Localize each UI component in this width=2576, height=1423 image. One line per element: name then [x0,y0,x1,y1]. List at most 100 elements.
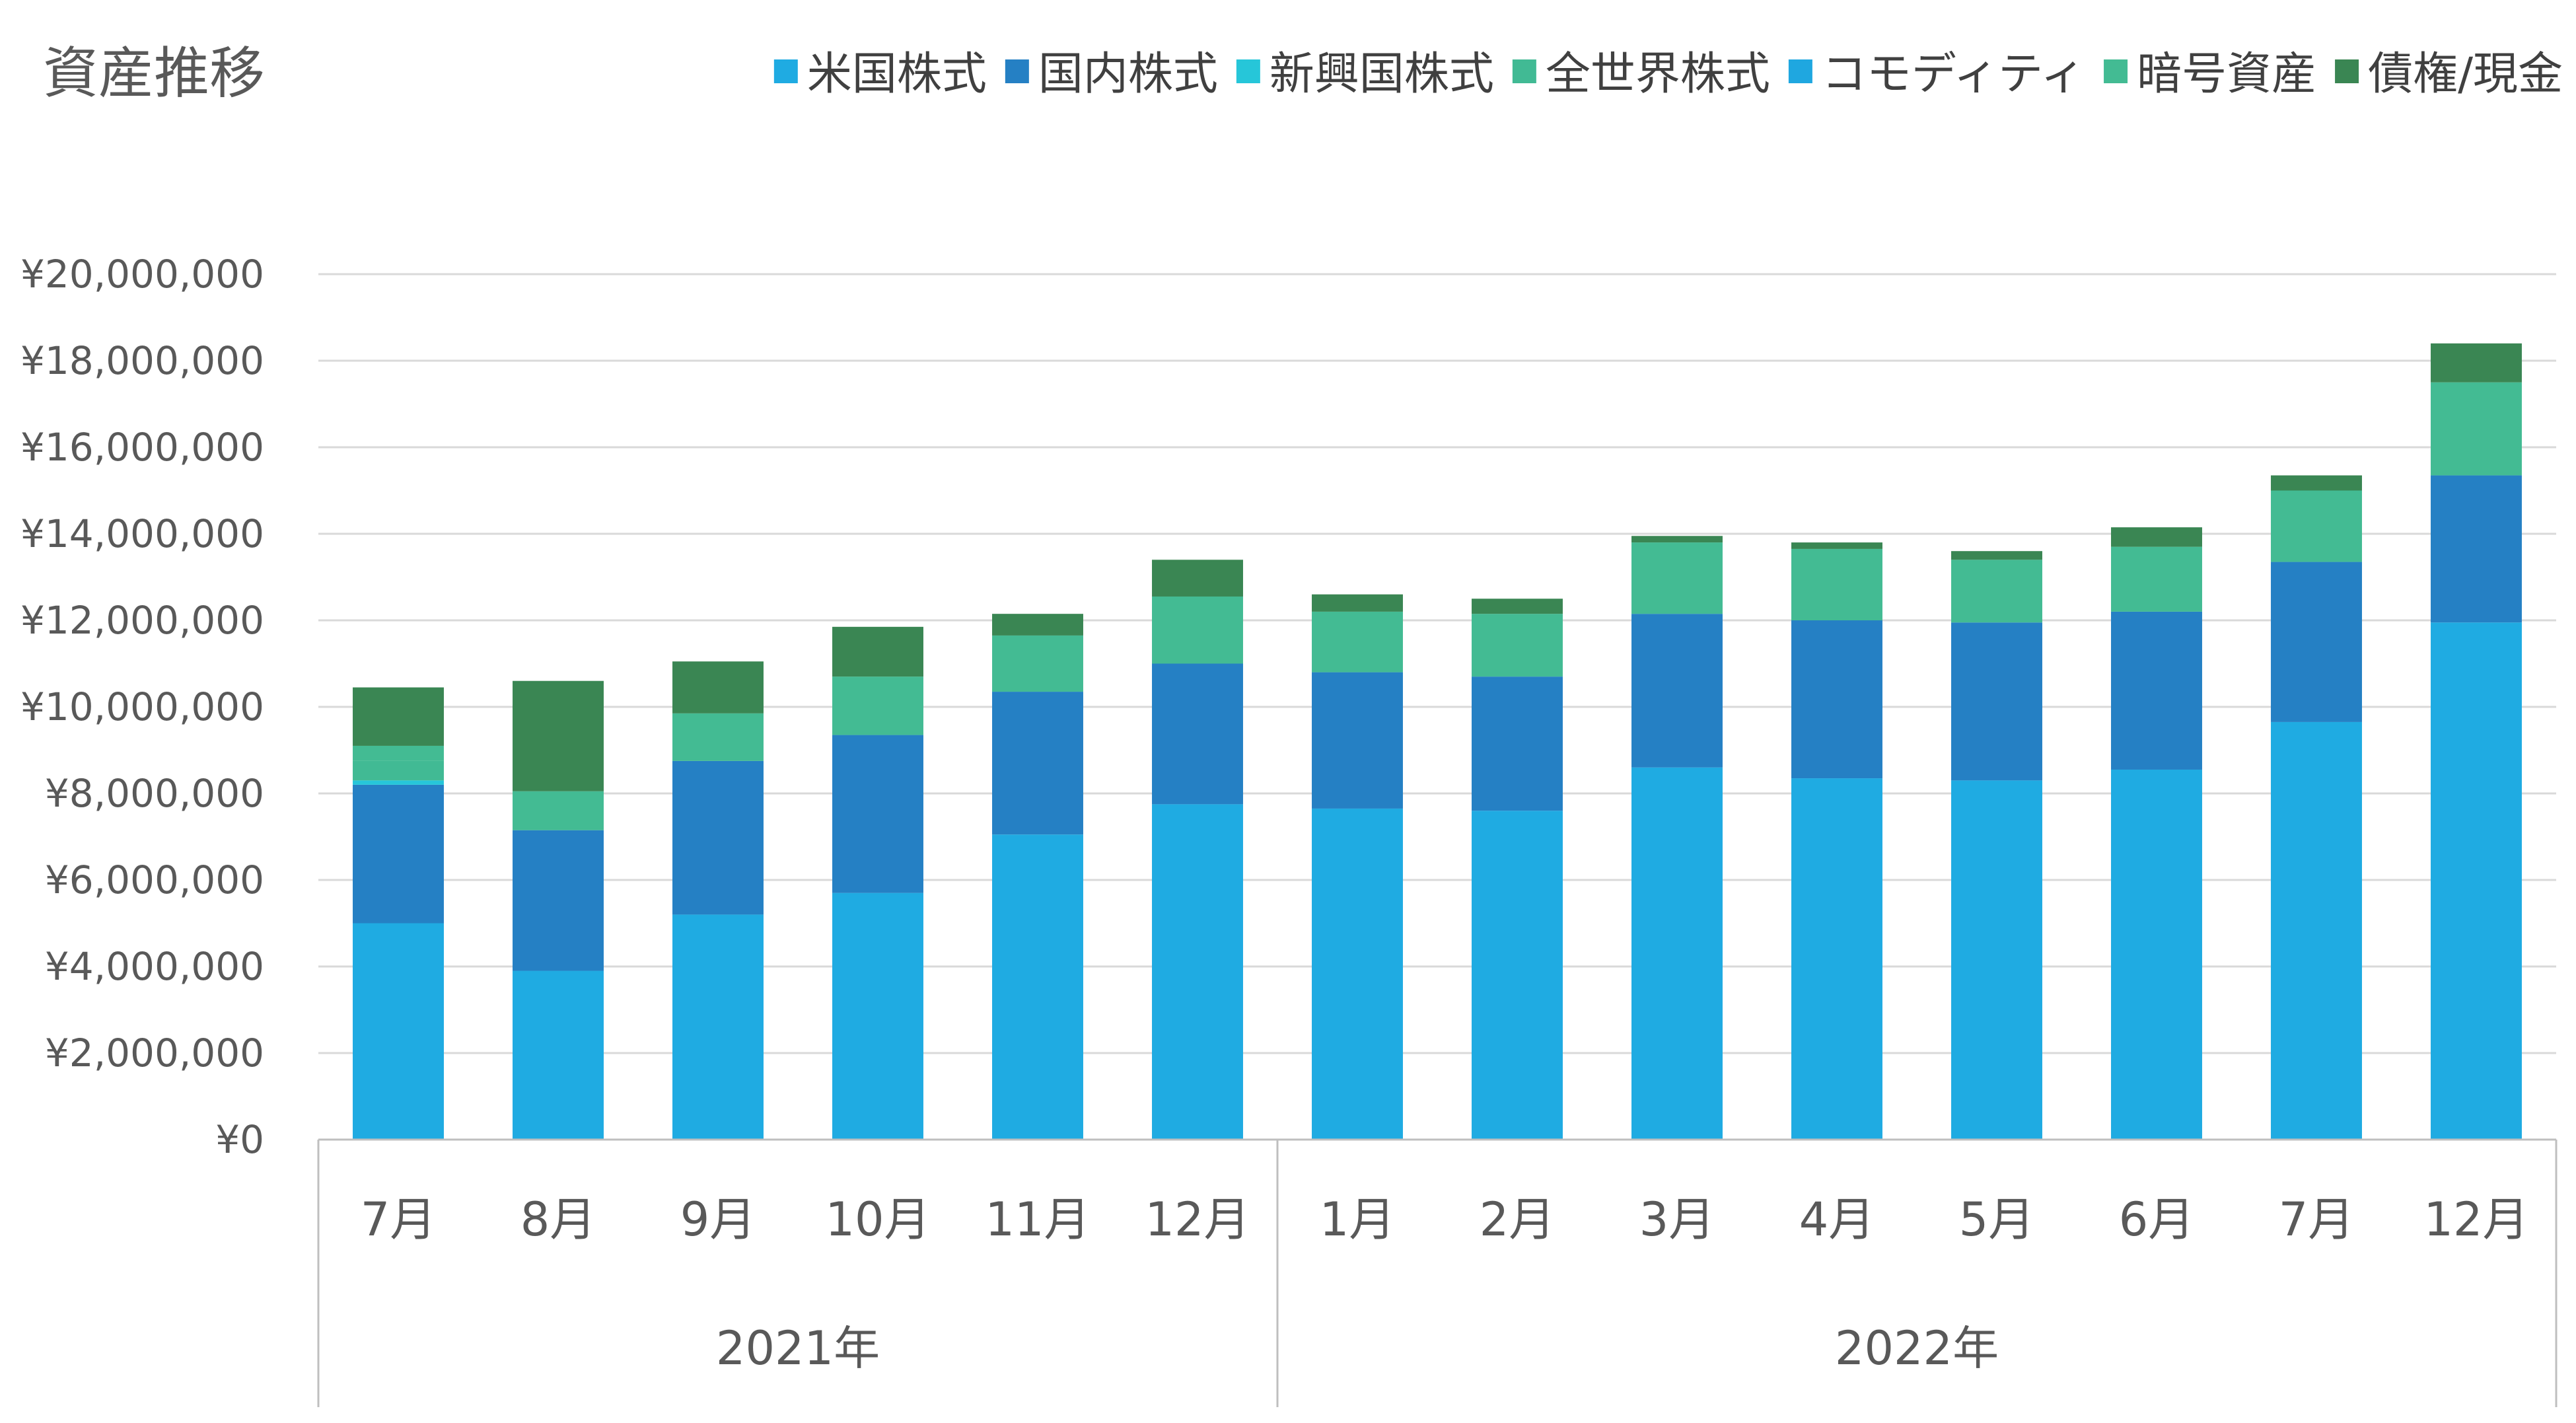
legend-item: コモディティ [1788,48,2085,100]
y-axis: ¥0 ¥2,000,000 ¥4,000,000 ¥6,000,000 ¥8,000,0… [20,252,264,1162]
x-tick-label: 2月 [1480,1192,1556,1247]
bar-segment [1631,767,1723,1140]
bar-segment [353,923,444,1140]
x-tick-label: 3月 [1639,1192,1715,1247]
bar-stack [832,626,923,1140]
x-tick-label: 10月 [825,1192,930,1247]
bar-segment [1631,536,1723,543]
bar-segment [832,735,923,893]
x-tick-label: 12月 [1145,1192,1250,1247]
bar-segment [1791,548,1882,620]
legend-swatch [1788,59,1812,83]
bar-segment [1472,811,1563,1140]
bar-segment [1472,599,1563,614]
bar-segment [992,614,1083,636]
y-tick-label: ¥16,000,000 [20,425,264,470]
bar-segment [1152,560,1243,597]
x-tick-label: 12月 [2423,1192,2528,1247]
y-tick-label: ¥18,000,000 [20,338,264,383]
legend-item: 米国株式 [773,48,987,100]
y-tick-label: ¥0 [215,1117,264,1162]
legend-label: 全世界株式 [1546,48,1770,100]
bar-segment [2431,622,2522,1140]
bar-stack [2111,527,2202,1140]
bar-segment [513,680,604,791]
bar-segment [1152,663,1243,805]
legend-swatch [2104,59,2128,83]
bar-stack [672,661,764,1140]
legend-item: 債権/現金 [2335,48,2563,100]
x-tick-label: 7月 [2279,1192,2355,1247]
legend: 米国株式 国内株式 新興国株式 全世界株式 コモディティ 暗号資産 債権/現金 [773,48,2563,100]
y-tick-label: ¥8,000,000 [45,771,264,816]
bar-stack [1951,551,2042,1140]
bar-segment [992,834,1083,1140]
chart-title: 資産推移 [43,41,265,106]
bar-segment [1152,596,1243,664]
bar-segment [672,661,764,713]
bar-stack [1472,599,1563,1140]
bar-stack [1791,542,1882,1140]
x-tick-label: 1月 [1320,1192,1396,1247]
bars [353,343,2522,1140]
y-tick-label: ¥6,000,000 [45,857,264,902]
bar-segment [2431,382,2522,476]
bar-segment [1312,808,1403,1140]
bar-segment [353,760,444,781]
bar-segment [2431,475,2522,623]
bar-segment [353,687,444,746]
bar-stack [513,680,604,1140]
bar-segment [353,745,444,761]
legend-swatch [2335,59,2359,83]
bar-segment [1312,672,1403,809]
bar-segment [2431,343,2522,383]
y-tick-label: ¥10,000,000 [20,684,264,729]
bar-segment [2271,721,2362,1140]
x-tick-label: 5月 [1959,1192,2035,1247]
bar-segment [1951,780,2042,1140]
bar-segment [2111,611,2202,770]
bar-segment [1951,560,2042,623]
y-tick-label: ¥20,000,000 [20,252,264,297]
bar-segment [1472,676,1563,811]
legend-item: 暗号資産 [2104,48,2316,100]
bar-segment [992,692,1083,835]
bar-segment [1631,614,1723,768]
legend-label: 暗号資産 [2137,48,2316,100]
bar-segment [1152,804,1243,1140]
legend-swatch [1236,59,1260,83]
bar-segment [672,713,764,761]
y-tick-label: ¥14,000,000 [20,511,264,556]
y-tick-label: ¥4,000,000 [45,944,264,989]
bar-stack [1631,536,1723,1140]
bar-segment [2111,546,2202,612]
bar-segment [2271,562,2362,722]
bar-segment [672,760,764,915]
bar-segment [1312,611,1403,673]
bar-segment [1951,622,2042,781]
legend-label: コモディティ [1822,48,2085,100]
x-tick-label: 7月 [361,1192,437,1247]
x-group-label: 2022年 [1835,1321,1999,1375]
bar-stack [992,614,1083,1140]
bar-stack [2431,343,2522,1140]
legend-item: 全世界株式 [1512,48,1770,100]
bar-segment [353,780,444,785]
bar-segment [672,914,764,1140]
bar-segment [1312,594,1403,612]
bar-stack [1152,560,1243,1140]
y-tick-label: ¥2,000,000 [45,1031,264,1076]
y-tick-label: ¥12,000,000 [20,598,264,643]
bar-segment [2111,769,2202,1140]
bar-segment [832,676,923,735]
bar-segment [1791,542,1882,549]
legend-swatch [773,59,798,83]
x-axis: 7月 8月 9月 10月 11月 12月 1月 2月 3月 4月 5月 6月 7月 12月 2021年 202… [317,1138,2558,1407]
bar-stack [353,687,444,1140]
bar-stack [2271,475,2362,1140]
legend-label: 国内株式 [1038,48,1218,100]
bar-segment [992,635,1083,692]
x-group-label: 2021年 [716,1321,880,1375]
bar-segment [832,626,923,677]
